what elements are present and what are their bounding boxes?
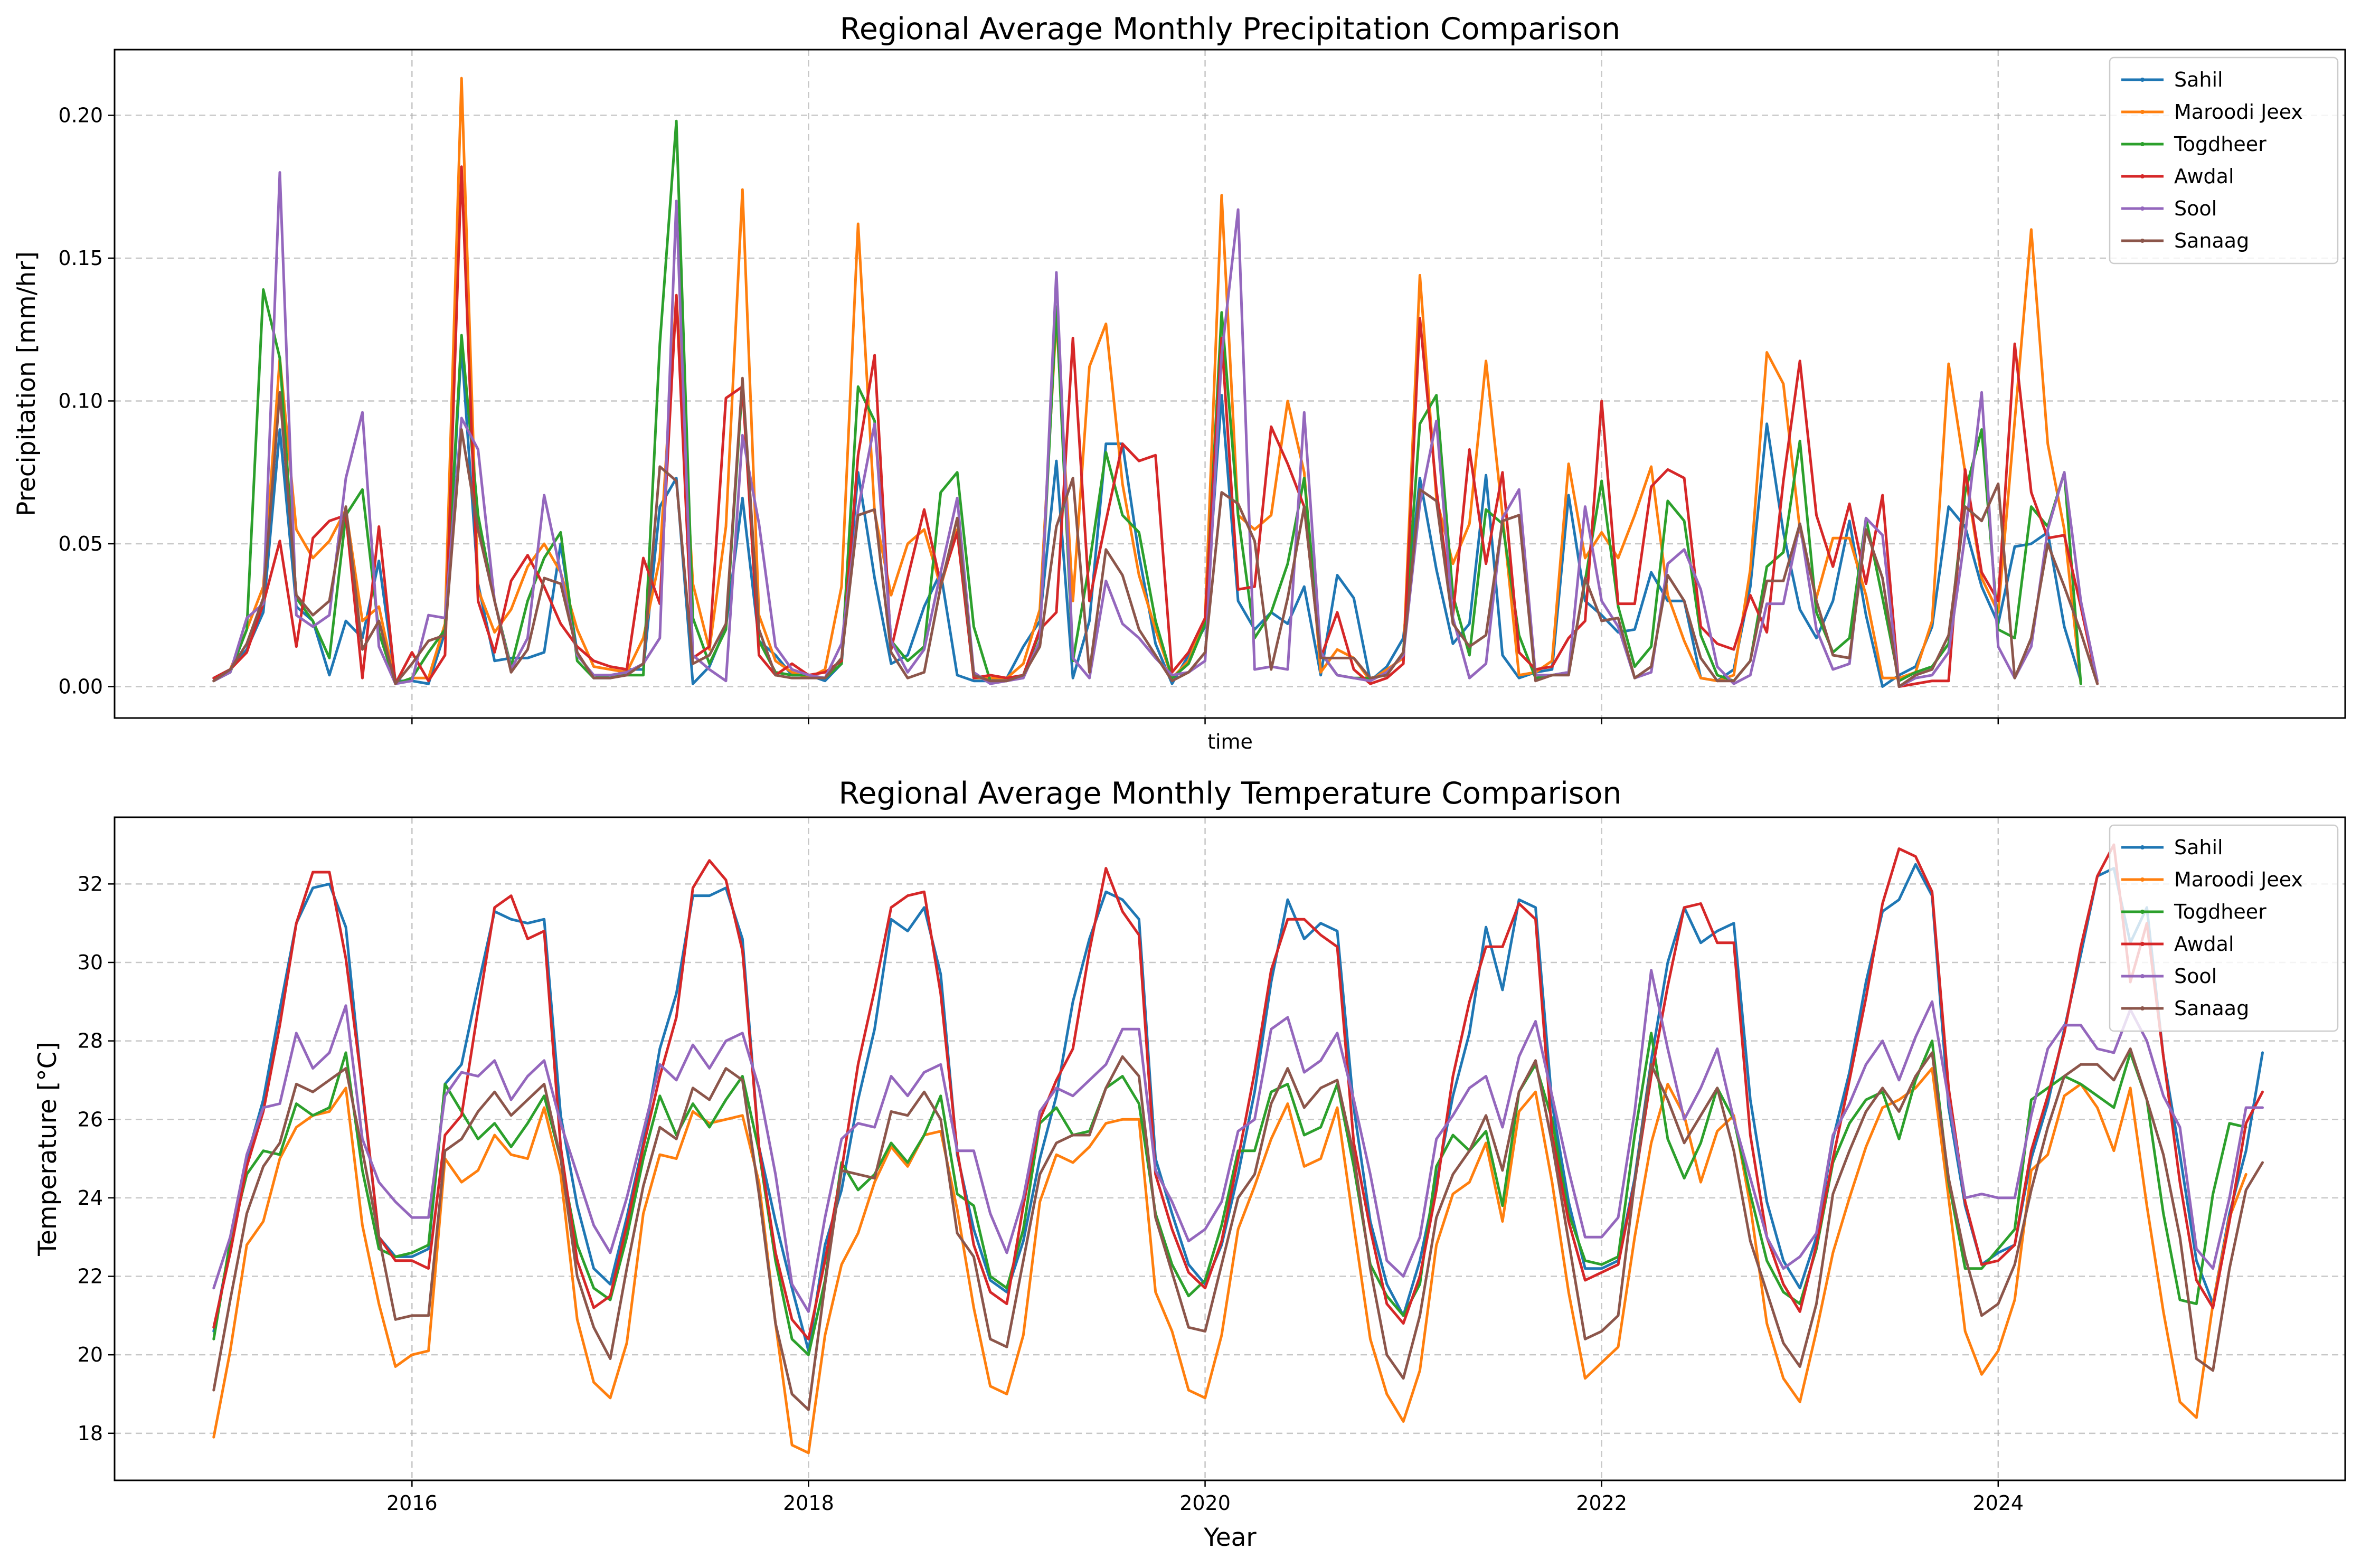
temp-y-tick-label: 26	[78, 1108, 103, 1131]
temp-legend-label: Sool	[2174, 965, 2217, 988]
precip-legend-marker	[2140, 78, 2145, 82]
precip-y-tick-label: 0.15	[58, 247, 103, 270]
precip-series-sanaag-line	[212, 376, 2099, 688]
temp-y-tick-label: 28	[78, 1029, 103, 1053]
precipitation-ticks: 0.00 0.05 0.10 0.15 0.20	[58, 103, 1999, 724]
precip-legend-marker	[2140, 110, 2145, 114]
temp-series-sahil-line	[212, 863, 2264, 1353]
temp-legend-marker	[2140, 910, 2145, 914]
temperature-x-axis-label: Year	[1203, 1523, 1257, 1552]
precipitation-title: Regional Average Monthly Precipitation C…	[840, 12, 1620, 46]
precip-legend-box	[2109, 56, 2339, 265]
temp-legend-label: Sahil	[2174, 836, 2223, 859]
precipitation-x-axis-label: time	[1207, 730, 1253, 753]
temperature-y-axis-label: Temperature [°C]	[33, 1042, 62, 1257]
precip-y-tick-label: 0.20	[58, 103, 103, 127]
temperature-plot-frame	[114, 816, 2346, 1481]
temp-x-tick-label: 2020	[1179, 1491, 1231, 1515]
temperature-legend: Sahil Maroodi Jeex Togdheer Awdal Sool Sanaag	[2109, 824, 2339, 1032]
temp-y-tick-label: 30	[78, 951, 103, 974]
temp-series-sanaag-line	[212, 1047, 2264, 1411]
temperature-series	[212, 843, 2264, 1454]
temperature-panel: Regional Average Monthly Temperature Com…	[33, 776, 2346, 1552]
temp-legend-marker	[2140, 1006, 2145, 1010]
precip-y-tick-label: 0.00	[58, 675, 103, 698]
temp-x-tick-label: 2016	[386, 1491, 438, 1515]
precip-series-sahil-line	[212, 345, 2082, 688]
temp-y-tick-label: 22	[78, 1265, 103, 1288]
precip-legend-marker	[2140, 174, 2145, 178]
temp-legend-marker	[2140, 974, 2145, 978]
precip-series-maroodi-jeex-line	[212, 77, 2082, 685]
temp-legend-label: Awdal	[2174, 932, 2234, 956]
temp-x-tick-label: 2022	[1576, 1491, 1627, 1515]
precipitation-plot-frame	[114, 49, 2346, 719]
precip-legend-marker	[2140, 206, 2145, 211]
precipitation-y-axis-label: Precipitation [mm/hr]	[12, 251, 41, 516]
temp-series-awdal-line	[212, 843, 2264, 1340]
precip-legend-label: Togdheer	[2174, 133, 2266, 156]
precipitation-grid	[115, 50, 2345, 718]
precip-y-tick-label: 0.10	[58, 389, 103, 412]
temp-legend-label: Maroodi Jeex	[2174, 868, 2303, 891]
temp-legend-marker	[2140, 845, 2145, 849]
precip-legend-marker	[2140, 142, 2145, 146]
precip-y-tick-label: 0.05	[58, 532, 103, 555]
temp-y-tick-label: 20	[78, 1343, 103, 1366]
temp-legend-box	[2109, 824, 2339, 1032]
precip-legend-marker	[2140, 239, 2145, 243]
precip-legend-label: Maroodi Jeex	[2174, 100, 2303, 124]
temp-y-tick-label: 24	[78, 1186, 103, 1210]
precipitation-series	[212, 77, 2099, 688]
precip-series-awdal-line	[212, 165, 2099, 688]
precip-legend-label: Sahil	[2174, 68, 2223, 91]
temp-y-tick-label: 32	[78, 872, 103, 895]
precip-legend-label: Awdal	[2174, 165, 2234, 188]
precipitation-panel: Regional Average Monthly Precipitation C…	[12, 12, 2346, 753]
temp-x-tick-label: 2018	[783, 1491, 834, 1515]
temp-legend-marker	[2140, 877, 2145, 882]
temp-y-tick-label: 18	[78, 1422, 103, 1445]
precip-legend-label: Sool	[2174, 197, 2217, 220]
precipitation-legend: Sahil Maroodi Jeex Togdheer Awdal Sool Sanaag	[2109, 56, 2339, 265]
temp-x-tick-label: 2024	[1972, 1491, 2024, 1515]
temp-legend-label: Togdheer	[2174, 900, 2266, 923]
temp-legend-marker	[2140, 942, 2145, 946]
temp-series-sool-line	[212, 969, 2264, 1313]
precip-series-togdheer-line	[212, 119, 2082, 685]
precip-legend-label: Sanaag	[2174, 229, 2249, 252]
temperature-title: Regional Average Monthly Temperature Com…	[838, 776, 1621, 811]
precip-series-sool-line	[212, 171, 2099, 688]
temp-legend-label: Sanaag	[2174, 997, 2249, 1020]
